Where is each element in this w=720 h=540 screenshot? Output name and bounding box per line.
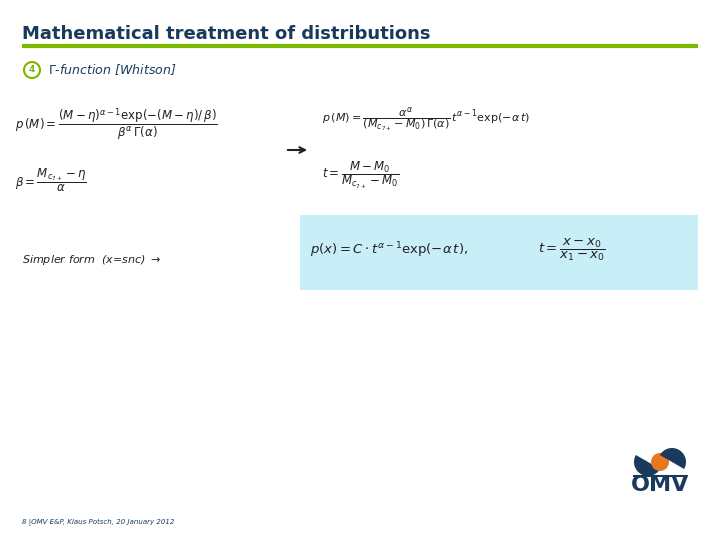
Text: $p\,(M)=\dfrac{(M-\eta)^{\alpha-1}\exp(-(M-\eta)/\,\beta)}{\beta^{\alpha}\,\Gamm: $p\,(M)=\dfrac{(M-\eta)^{\alpha-1}\exp(-… <box>15 107 217 143</box>
Text: Mathematical treatment of distributions: Mathematical treatment of distributions <box>22 25 431 43</box>
Text: $\beta=\dfrac{M_{c_{7+}}-\eta}{\alpha}$: $\beta=\dfrac{M_{c_{7+}}-\eta}{\alpha}$ <box>15 166 87 194</box>
Circle shape <box>24 62 40 78</box>
FancyBboxPatch shape <box>300 215 698 290</box>
Text: Simpler form  (x=snc) $\rightarrow$: Simpler form (x=snc) $\rightarrow$ <box>22 253 161 267</box>
Text: OMV: OMV <box>631 475 689 495</box>
Text: $t=\dfrac{x-x_0}{x_1-x_0}$: $t=\dfrac{x-x_0}{x_1-x_0}$ <box>538 237 606 263</box>
Text: 4: 4 <box>29 65 35 75</box>
Wedge shape <box>634 455 660 476</box>
Ellipse shape <box>651 453 669 471</box>
Text: 8 |OMV E&P, Klaus Potsch, 20 January 2012: 8 |OMV E&P, Klaus Potsch, 20 January 201… <box>22 519 174 526</box>
Text: $p(x)=C\cdot t^{\alpha-1}\exp(-\alpha\,t),$: $p(x)=C\cdot t^{\alpha-1}\exp(-\alpha\,t… <box>310 240 468 260</box>
Text: $\Gamma$-function [Whitson]: $\Gamma$-function [Whitson] <box>48 63 176 77</box>
Wedge shape <box>660 448 686 469</box>
Text: $t=\dfrac{M-M_0}{M_{c_{7+}}-M_0}$: $t=\dfrac{M-M_0}{M_{c_{7+}}-M_0}$ <box>322 159 399 191</box>
Text: $p\,(M)=\dfrac{\alpha^{\alpha}}{(M_{c_{7+}}-M_0)\,\Gamma(\alpha)}\,t^{\alpha-1}\: $p\,(M)=\dfrac{\alpha^{\alpha}}{(M_{c_{7… <box>322 106 530 134</box>
